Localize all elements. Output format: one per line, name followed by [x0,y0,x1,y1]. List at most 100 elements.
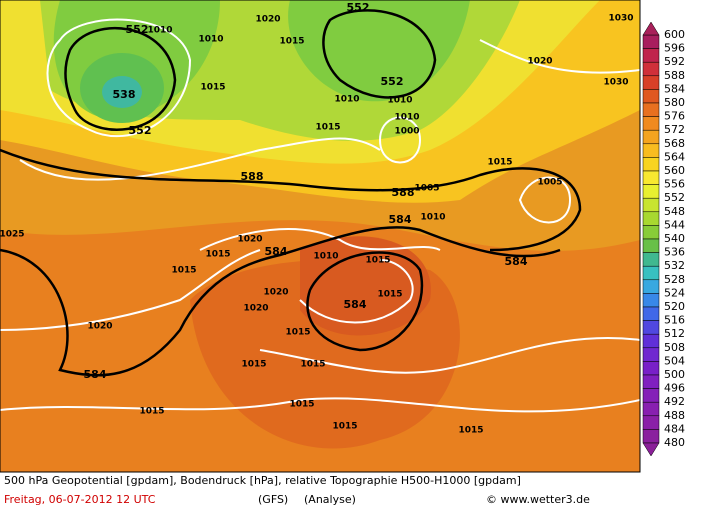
colorbar-box [642,211,660,226]
colorbar-label: 600 [664,28,685,41]
isobars [0,18,640,413]
height-label: 584 [389,213,412,226]
pressure-label: 1010 [420,213,445,223]
colorbar-label: 480 [664,436,685,449]
model: (GFS) [258,493,288,506]
colorbar-label: 548 [664,205,685,218]
pressure-label: 1015 [365,256,390,266]
pressure-label: 1010 [313,252,338,262]
pressure-label: 1010 [334,95,359,105]
colorbar-box [642,225,660,240]
pressure-label: 1015 [289,400,314,410]
pressure-label: 1010 [147,26,172,36]
pressure-label: 1010 [394,113,419,123]
caption: 500 hPa Geopotential [gpdam], Bodendruck… [4,474,521,487]
map-field [0,0,640,472]
colorbar-box [642,116,660,131]
pressure-label: 1020 [263,288,288,298]
pressure-label: 1015 [332,422,357,432]
colorbar-label: 528 [664,273,685,286]
colorbar-label: 520 [664,300,685,313]
colorbar-box [642,157,660,172]
pressure-label: 1025 [0,230,25,240]
colorbar-label: 488 [664,409,685,422]
pressure-label: 1015 [300,360,325,370]
height-contours [0,9,582,377]
pressure-label: 1015 [200,83,225,93]
height-label: 584 [344,298,367,311]
colorbar-label: 556 [664,178,685,191]
colorbar-box [642,34,660,49]
map-labels: 552 538 552 552 552 588 588 584 584 584 584 584 1010… [0,1,634,436]
colorbar-label: 572 [664,123,685,136]
colorbar-box [642,429,660,444]
colorbar-label: 496 [664,382,685,395]
pressure-label: 1020 [243,304,268,314]
colorbar-label: 484 [664,422,685,435]
height-label: 552 [126,23,149,36]
pressure-label: 1010 [387,96,412,106]
colorbar-box [642,252,660,267]
colorbar-label: 584 [664,82,685,95]
colorbar-box [642,170,660,185]
colorbar-label: 576 [664,110,685,123]
pressure-label: 1005 [414,184,439,194]
pressure-label: 1030 [608,14,633,24]
colorbar-box [642,102,660,117]
colorbar-label: 524 [664,286,685,299]
colorbar-box [642,238,660,253]
colorbar-box [642,129,660,145]
colorbar-box [642,197,660,213]
colorbar-label: 588 [664,69,685,82]
colorbar-label: 596 [664,42,685,55]
pressure-label: 1015 [458,426,483,436]
colorbar-box [642,361,660,376]
colorbar-box [642,61,660,77]
colorbar-box [642,293,660,308]
colorbar-label: 504 [664,354,685,367]
height-label: 588 [241,170,264,183]
colorbar-label: 592 [664,55,685,68]
pressure-label: 1020 [255,15,280,25]
colorbar-label: 540 [664,232,685,245]
colorbar-box [642,89,660,104]
pressure-label: 1005 [537,178,562,188]
colorbar-box [642,306,660,321]
colorbar-box [642,143,660,158]
pressure-label: 1015 [315,123,340,133]
colorbar-box [642,347,660,362]
credit: © www.wetter3.de [486,493,590,506]
colorbar-label: 564 [664,150,685,163]
height-label: 552 [129,124,152,137]
pressure-label: 1015 [241,360,266,370]
colorbar-box [642,279,660,294]
date: Freitag, 06-07-2012 12 UTC [4,493,156,506]
pressure-label: 1015 [279,37,304,47]
map-frame [0,0,641,473]
colorbar-box [642,333,660,349]
colorbar-box [642,374,660,389]
colorbar-box [642,184,660,199]
colorbar-label: 492 [664,395,685,408]
pressure-label: 1010 [198,35,223,45]
height-label: 538 [113,88,136,101]
height-label: 584 [84,368,107,381]
colorbar-label: 568 [664,137,685,150]
colorbar-label: 516 [664,314,685,327]
colorbar-label: 544 [664,218,685,231]
height-label: 552 [381,75,404,88]
pressure-label: 1015 [487,158,512,168]
colorbar-box [642,75,660,90]
pressure-label: 1015 [139,407,164,417]
pressure-label: 1030 [603,78,628,88]
colorbar-label: 552 [664,191,685,204]
run: (Analyse) [304,493,356,506]
colorbar-label: 560 [664,164,685,177]
colorbar-bottom [642,442,660,457]
height-label: 552 [347,1,370,14]
pressure-label: 1000 [394,127,419,137]
colorbar-box [642,48,660,63]
colorbar-label: 500 [664,368,685,381]
colorbar-box [642,320,660,335]
